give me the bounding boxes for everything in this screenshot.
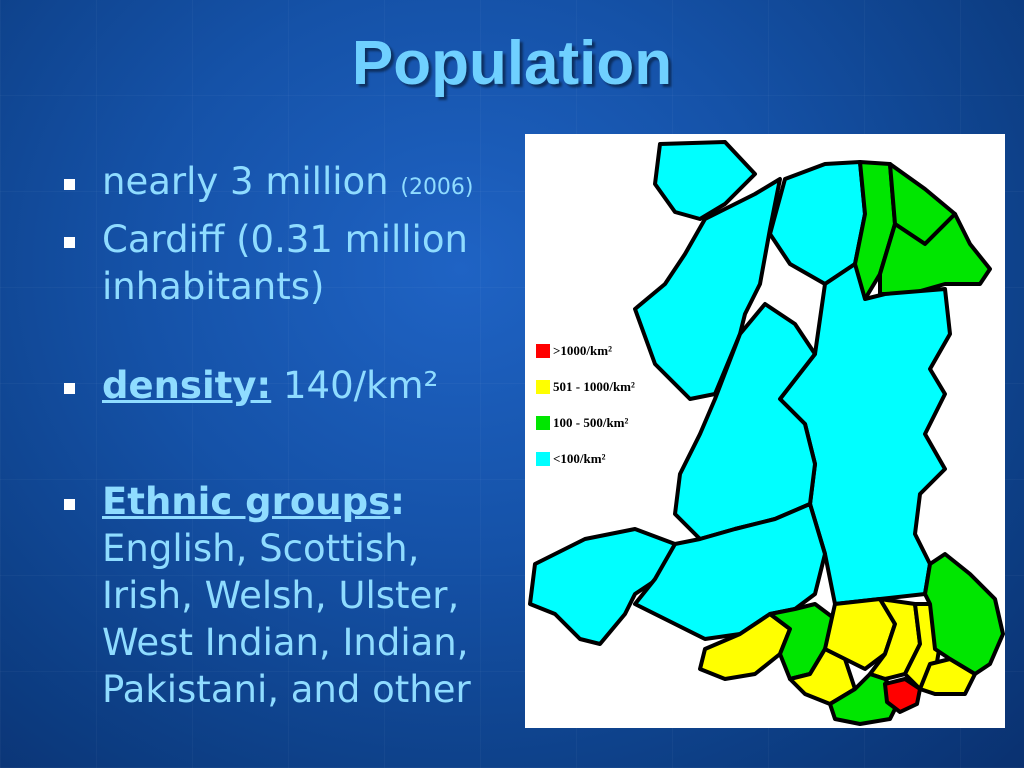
legend-swatch-green <box>536 416 550 431</box>
ethnic-colon: : <box>390 480 405 523</box>
square-bullet-icon <box>64 237 75 248</box>
square-bullet-icon <box>64 383 75 394</box>
region-ceredigion <box>673 302 817 541</box>
legend-item: 501 - 1000/km² <box>536 378 635 395</box>
region-wrexham <box>878 212 992 296</box>
region-bridgend <box>788 647 857 706</box>
square-bullet-icon <box>64 499 75 510</box>
cardiff-text: Cardiff (0.31 million inhabitants) <box>102 218 468 308</box>
legend-item: 100 - 500/km² <box>536 414 629 431</box>
bullet-cardiff: Cardiff (0.31 million inhabitants) <box>58 216 522 310</box>
square-bullet-icon <box>64 179 75 190</box>
ethnic-text: English, Scottish, Irish, Welsh, Ulster,… <box>102 527 471 711</box>
region-monmouthshire <box>923 552 1005 676</box>
ethnic-groups-link[interactable]: Ethnic groups <box>102 480 391 523</box>
bullet-density: density: 140/km² <box>58 362 438 409</box>
wales-density-map: >1000/km² 501 - 1000/km² 100 - 500/km² <… <box>525 134 1005 728</box>
population-year: (2006) <box>400 175 474 200</box>
density-link[interactable]: density: <box>102 364 272 407</box>
legend-swatch-cyan <box>536 452 550 467</box>
population-text: nearly 3 million <box>102 160 389 203</box>
bullet-ethnic: Ethnic groups: English, Scottish, Irish,… <box>58 478 522 713</box>
legend-label: >1000/km² <box>553 343 612 359</box>
legend-label: 501 - 1000/km² <box>553 379 635 395</box>
slide-title: Population <box>351 29 673 98</box>
legend-label: <100/km² <box>553 451 606 467</box>
density-value: 140/km² <box>283 364 439 407</box>
legend-item: >1000/km² <box>536 342 612 359</box>
legend-swatch-red <box>536 344 550 359</box>
region-anglesey <box>653 140 757 221</box>
region-pembrokeshire <box>528 527 677 646</box>
region-cardiff <box>883 677 922 714</box>
map-svg <box>528 140 1005 726</box>
legend-swatch-yellow <box>536 380 550 395</box>
legend-label: 100 - 500/km² <box>553 415 629 431</box>
legend-item: <100/km² <box>536 450 606 467</box>
bullet-population: nearly 3 million (2006) <box>58 158 474 211</box>
